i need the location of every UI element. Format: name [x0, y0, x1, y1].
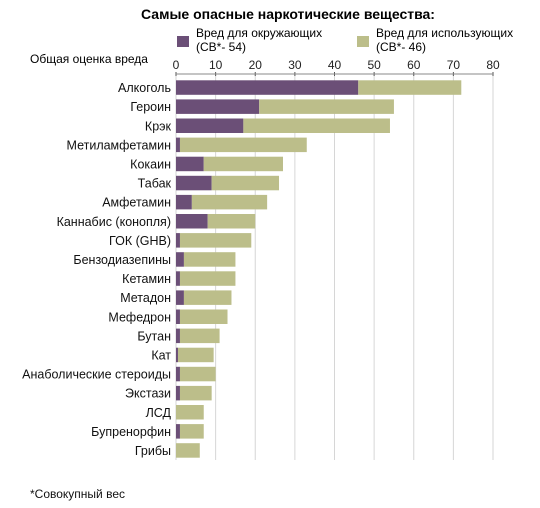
- category-label: Героин: [130, 100, 171, 114]
- bar-segment-users: [183, 290, 232, 305]
- category-label: Амфетамин: [102, 196, 171, 210]
- category-label: Бензодиазепины: [73, 253, 171, 267]
- legend-swatch-others: [177, 36, 189, 47]
- bar-segment-users: [358, 80, 462, 95]
- tick-label: 60: [407, 58, 421, 72]
- bar-segment-users: [176, 405, 204, 420]
- bar-segment-users: [191, 194, 268, 210]
- tick-label: 70: [447, 58, 461, 72]
- bar-segment-others: [176, 424, 180, 439]
- tick-label: 40: [328, 58, 342, 72]
- bar-segment-users: [179, 424, 204, 439]
- category-label: Табак: [138, 177, 172, 191]
- legend: Вред для окружающих (СВ*- 54) Вред для ис…: [177, 26, 513, 54]
- bar-segment-others: [176, 328, 180, 344]
- tick-label: 10: [209, 58, 223, 72]
- bar-segment-users: [179, 137, 307, 153]
- category-label: Экстази: [125, 387, 171, 401]
- tick-label: 80: [486, 58, 500, 72]
- bar-segment-users: [203, 156, 283, 172]
- bar-segment-others: [176, 80, 359, 95]
- bar-segment-others: [176, 271, 180, 286]
- bars: [176, 80, 462, 458]
- category-label: Каннабис (конопля): [57, 215, 171, 229]
- bar-segment-users: [259, 99, 394, 114]
- category-label: Алкоголь: [118, 81, 171, 95]
- chart-title: Самые опасные наркотические вещества:: [141, 6, 435, 22]
- category-label: Кокаин: [130, 157, 171, 171]
- bar-segment-users: [176, 443, 200, 458]
- bar-segment-others: [176, 233, 180, 248]
- bar-segment-others: [176, 99, 260, 114]
- legend-label-line: (СВ*- 54): [196, 40, 246, 54]
- bar-segment-others: [176, 347, 178, 363]
- legend-label-users: Вред для использующих (СВ*- 46): [376, 26, 513, 54]
- category-label: Грибы: [135, 444, 171, 458]
- bar-segment-users: [179, 309, 228, 324]
- tick-label: 30: [288, 58, 302, 72]
- bar-segment-others: [176, 290, 184, 305]
- category-label: Метиламфетамин: [67, 138, 172, 152]
- category-labels: Алкоголь Героин Крэк Метиламфетамин Кокаин Та…: [22, 81, 171, 458]
- category-label: ГОК (GHB): [109, 234, 171, 248]
- legend-swatch-users: [357, 36, 369, 47]
- bar-segment-others: [176, 137, 180, 153]
- category-label: Кетамин: [122, 272, 171, 286]
- legend-label-line: Вред для использующих: [376, 26, 513, 40]
- tick-label: 20: [249, 58, 263, 72]
- bar-segment-users: [179, 271, 236, 286]
- bar-segment-users: [207, 214, 256, 229]
- bar-segment-users: [183, 252, 236, 267]
- legend-label-others: Вред для окружающих (СВ*- 54): [196, 26, 322, 54]
- category-label: Крэк: [145, 119, 172, 133]
- bar-segment-others: [176, 194, 192, 210]
- x-axis-label: Общая оценка вреда: [30, 52, 148, 66]
- category-label: Мефедрон: [108, 310, 171, 324]
- category-label: Метадон: [120, 291, 171, 305]
- bar-segment-others: [176, 252, 184, 267]
- bar-segment-users: [179, 366, 216, 382]
- bar-segment-others: [176, 366, 180, 382]
- bar-segment-others: [176, 309, 180, 324]
- bar-segment-others: [176, 175, 212, 191]
- bar-segment-others: [176, 214, 208, 229]
- bar-segment-others: [176, 385, 180, 401]
- tick-label: 0: [173, 58, 180, 72]
- legend-label-line: (СВ*- 46): [376, 40, 426, 54]
- footnote: *Совокупный вес: [30, 487, 126, 501]
- bar-segment-users: [177, 347, 214, 363]
- category-label: Кат: [151, 348, 171, 362]
- category-label: Бупренорфин: [91, 425, 171, 439]
- x-axis-ticks: 0 10 20 30 40 50 60 70 80: [173, 58, 500, 76]
- bar-segment-users: [243, 118, 390, 133]
- category-label: ЛСД: [146, 406, 172, 420]
- bar-segment-users: [211, 175, 280, 191]
- bar-segment-users: [179, 233, 252, 248]
- bar-segment-users: [179, 328, 220, 344]
- tick-label: 50: [367, 58, 381, 72]
- bar-segment-others: [176, 156, 204, 172]
- bar-segment-users: [179, 385, 212, 401]
- bar-segment-others: [176, 118, 244, 133]
- legend-label-line: Вред для окружающих: [196, 26, 322, 40]
- category-label: Бутан: [137, 329, 171, 343]
- category-label: Анаболические стероиды: [22, 368, 171, 382]
